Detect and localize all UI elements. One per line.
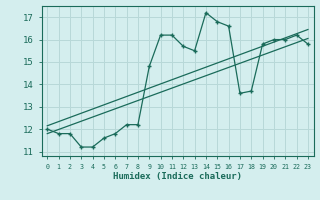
X-axis label: Humidex (Indice chaleur): Humidex (Indice chaleur) (113, 172, 242, 181)
